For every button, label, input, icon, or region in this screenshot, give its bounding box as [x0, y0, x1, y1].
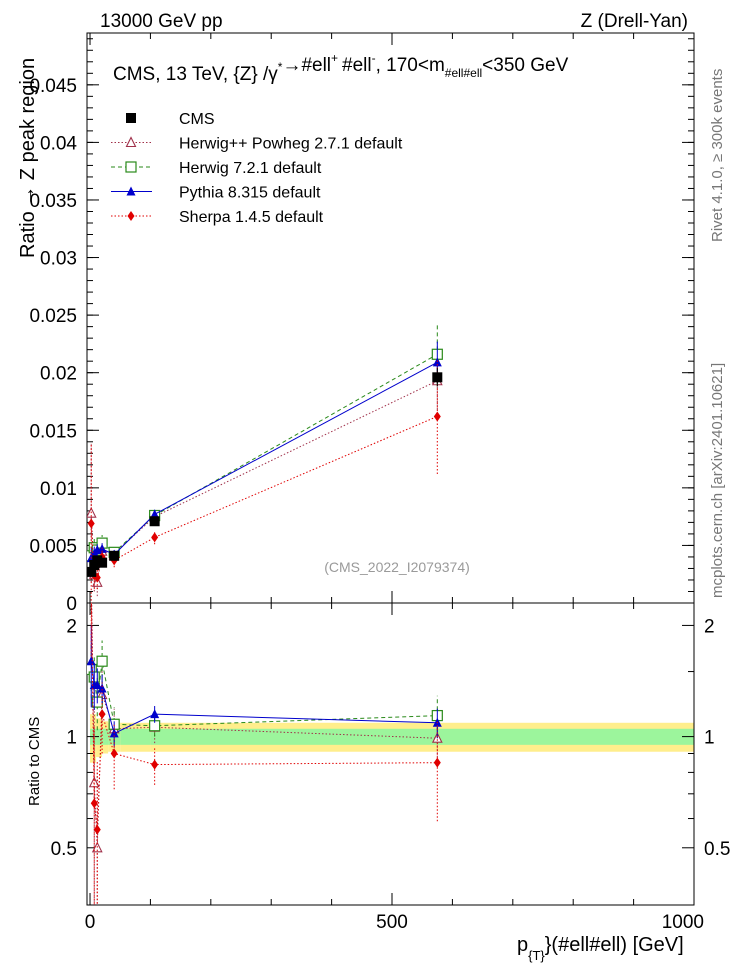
- rivet-label: Rivet 4.1.0, ≥ 300k events: [709, 69, 726, 242]
- series-line: [90, 361, 438, 559]
- process-label: Z (Drell-Yan): [581, 11, 688, 32]
- main-plot-data: [87, 323, 443, 603]
- data-point: [87, 566, 97, 577]
- legend-marker: [125, 136, 137, 148]
- legend-entry: Herwig++ Powheg 2.7.1 default: [111, 136, 403, 153]
- energy-label: 13000 GeV pp: [100, 11, 223, 32]
- ratio-point: [433, 757, 441, 768]
- y-tick-label: 0.005: [29, 536, 77, 557]
- ratio-point: [98, 709, 106, 720]
- x-axis-label: p{T}}(#ell#ell) [GeV]: [517, 934, 684, 963]
- axis-ticks: [87, 33, 695, 905]
- y-tick-label: 0.025: [29, 306, 77, 327]
- data-point: [109, 550, 120, 561]
- legend-marker: [126, 113, 136, 123]
- data-point: [150, 509, 160, 519]
- data-point: [97, 557, 108, 568]
- ratio-y-tick-label: 1: [66, 728, 77, 749]
- band-inner-segment: [120, 728, 151, 745]
- ratio-series-pythia-8-315-default: [87, 625, 442, 747]
- series-line: [90, 415, 438, 579]
- ratio-point: [93, 824, 101, 835]
- y-tick-label: 0.03: [40, 249, 77, 270]
- legend-marker: [125, 161, 137, 173]
- ratio-point: [96, 655, 108, 667]
- series-line: [90, 380, 438, 585]
- ratio-point: [97, 683, 107, 693]
- ratio-plot-frame: [86, 602, 695, 906]
- data-point: [149, 516, 160, 527]
- ratio-y-tick-label-right: 2: [704, 616, 715, 637]
- analysis-watermark: (CMS_2022_I2079374): [324, 559, 470, 575]
- plot-title: CMS, 13 TeV, {Z} /γ*→#ell+ #ell-, 170<m#e…: [113, 51, 569, 85]
- ratio-point: [90, 798, 98, 809]
- band-inner-segment: [150, 728, 694, 745]
- legend-label: CMS: [179, 111, 215, 128]
- legend-marker: [127, 211, 135, 221]
- ratio-y-tick-label-right: 0.5: [704, 839, 730, 860]
- ratio-line: [90, 661, 438, 727]
- y-tick-label: 0.02: [40, 364, 77, 385]
- x-tick-label: 1000: [662, 912, 704, 933]
- ratio-point: [92, 679, 102, 689]
- ratio-point: [87, 656, 96, 666]
- legend-label: Sherpa 1.4.5 default: [179, 209, 324, 226]
- legend: CMS Herwig++ Powheg 2.7.1 default Herwig 7…: [111, 111, 403, 226]
- data-point: [87, 518, 95, 529]
- series-pythia-8-315-default: [87, 341, 442, 570]
- ratio-plot-data: [87, 603, 443, 905]
- data-point: [432, 372, 443, 383]
- ratio-series-sherpa-1-4-5-default: [90, 603, 441, 905]
- legend-marker: [126, 186, 136, 196]
- legend-label: Pythia 8.315 default: [179, 185, 321, 202]
- y-tick-label: 0: [66, 594, 77, 615]
- ratio-y-tick-label-right: 1: [704, 728, 715, 749]
- legend-entry: CMS: [126, 111, 215, 128]
- y-tick-label: 0.035: [29, 191, 77, 212]
- ratio-point: [151, 759, 159, 770]
- ratio-y-tick-label: 2: [66, 616, 77, 637]
- y-tick-label: 0.045: [29, 76, 77, 97]
- legend-entry: Pythia 8.315 default: [111, 185, 321, 202]
- data-point: [151, 532, 159, 543]
- legend-label: Herwig++ Powheg 2.7.1 default: [179, 136, 403, 153]
- band-inner-segment: [96, 728, 103, 745]
- data-point: [433, 411, 441, 422]
- ratio-line: [90, 603, 438, 830]
- legend-label: Herwig 7.2.1 default: [179, 160, 322, 177]
- legend-entry: Sherpa 1.4.5 default: [111, 209, 324, 226]
- ratio-line: [90, 661, 438, 735]
- x-tick-label: 500: [376, 912, 408, 933]
- ratio-point: [110, 748, 118, 759]
- series-cms: [87, 368, 443, 577]
- ratio-band: [90, 714, 694, 763]
- y-axis-label: Ratio → Z peak region: [17, 58, 39, 258]
- y-tick-label: 0.015: [29, 421, 77, 442]
- mcplots-label: mcplots.cern.ch [arXiv:2401.10621]: [709, 363, 726, 598]
- x-tick-label: 0: [85, 912, 96, 933]
- legend-entry: Herwig 7.2.1 default: [111, 160, 322, 177]
- ratio-y-axis-label: Ratio to CMS: [26, 717, 43, 806]
- y-tick-label: 0.01: [40, 479, 77, 500]
- band-inner-segment: [102, 728, 109, 745]
- y-tick-label: 0.04: [40, 133, 77, 154]
- ratio-line: [91, 603, 438, 848]
- axis-tick-labels: 0 500 1000 0 0.005 0.01 0.015 0.02 0.025 0.03 0.03…: [29, 76, 730, 933]
- ratio-y-tick-label: 0.5: [51, 839, 77, 860]
- ratio-point: [150, 709, 160, 719]
